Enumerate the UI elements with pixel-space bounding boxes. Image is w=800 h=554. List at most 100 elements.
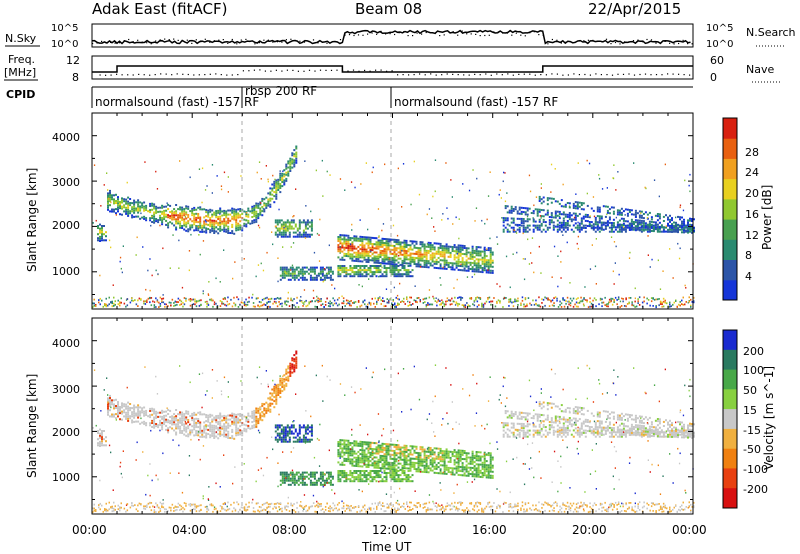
power-cell <box>353 255 356 258</box>
velocity-cell <box>285 372 288 375</box>
power-cell <box>302 231 305 234</box>
power-cell <box>357 252 360 254</box>
power-cell <box>640 228 643 231</box>
power-cell <box>359 248 362 251</box>
power-cell <box>183 214 186 217</box>
power-cell <box>483 254 486 257</box>
power-cell <box>283 183 286 186</box>
power-cell <box>286 227 289 230</box>
power-cell <box>375 245 378 248</box>
velocity-cell <box>253 416 256 418</box>
velocity-cell <box>271 394 274 397</box>
power-cell <box>275 181 278 184</box>
power-cell <box>383 252 386 255</box>
power-cell <box>677 242 679 245</box>
noise-search-dot <box>497 31 499 33</box>
power-cell <box>411 269 414 272</box>
nave-dot <box>341 70 344 72</box>
power-cell <box>598 230 601 233</box>
noise-search-dot <box>628 41 630 43</box>
velocity-cell <box>235 420 238 422</box>
power-cell <box>640 230 643 233</box>
velocity-cell <box>163 423 166 426</box>
velocity-cell <box>306 438 309 441</box>
power-cell <box>532 212 535 215</box>
power-cell <box>150 224 152 227</box>
power-cell <box>473 256 476 259</box>
power-cell <box>107 208 109 211</box>
power-cell <box>476 305 479 308</box>
power-cell <box>189 300 192 302</box>
power-cell <box>169 217 172 220</box>
power-cell <box>407 304 409 307</box>
power-cell <box>508 224 511 227</box>
power-cell <box>209 231 212 234</box>
power-cell <box>391 267 394 269</box>
power-cell <box>269 197 272 200</box>
power-cell <box>443 247 446 250</box>
power-cell <box>361 236 364 238</box>
power-cell <box>600 223 603 226</box>
power-cell <box>660 224 663 227</box>
power-cell <box>612 230 615 233</box>
power-cell <box>691 301 693 303</box>
power-cell <box>393 253 396 256</box>
power-cell <box>640 224 643 226</box>
velocity-cell <box>133 408 136 411</box>
power-cell <box>602 205 605 208</box>
power-cell <box>292 215 294 218</box>
nave-dot <box>424 74 426 76</box>
power-cell <box>411 258 414 261</box>
velocity-cell <box>275 390 278 393</box>
power-cell <box>640 216 643 219</box>
power-cell <box>539 215 541 217</box>
power-cell <box>626 226 629 229</box>
power-cell <box>449 299 452 302</box>
power-cell <box>443 257 446 260</box>
power-cell <box>522 232 524 235</box>
velocity-cell <box>117 407 119 410</box>
power-cell <box>410 296 412 299</box>
nave-dot <box>264 70 266 72</box>
power-cell <box>306 219 309 222</box>
power-cell <box>236 296 238 299</box>
power-cell <box>469 268 472 270</box>
power-cell <box>239 214 242 217</box>
velocity-cell <box>207 424 210 427</box>
power-cell <box>421 253 424 256</box>
power-cell <box>431 217 433 219</box>
power-cell <box>133 201 136 204</box>
power-cell <box>381 237 384 240</box>
power-cell <box>447 249 450 252</box>
velocity-cell <box>185 422 188 425</box>
power-cell <box>273 184 276 187</box>
power-cell <box>533 204 535 207</box>
power-cell <box>447 255 450 258</box>
power-cell <box>580 202 583 204</box>
power-cell <box>526 209 529 212</box>
velocity-cell <box>183 413 186 416</box>
velocity-cell <box>215 427 218 430</box>
velocity-cell <box>227 424 230 427</box>
power-cell <box>135 207 138 210</box>
power-cell <box>257 264 260 266</box>
power-cell <box>372 166 374 169</box>
velocity-cell <box>235 422 238 424</box>
power-cell <box>213 301 216 303</box>
noise-search-dot <box>227 42 229 44</box>
velocity-cell <box>153 416 156 419</box>
velocity-cell <box>187 425 190 428</box>
power-cell <box>425 264 428 267</box>
velocity-cell <box>329 481 332 484</box>
velocity-cell <box>251 427 254 430</box>
power-cell <box>173 214 176 217</box>
velocity-cell <box>302 440 305 443</box>
noise-search-dot <box>362 34 364 36</box>
power-cell <box>449 254 452 256</box>
power-cell <box>407 248 410 251</box>
power-cell <box>298 225 301 228</box>
velocity-cell <box>229 418 232 421</box>
velocity-cell <box>303 471 306 474</box>
velocity-cell <box>291 475 294 478</box>
power-cell <box>578 224 581 227</box>
